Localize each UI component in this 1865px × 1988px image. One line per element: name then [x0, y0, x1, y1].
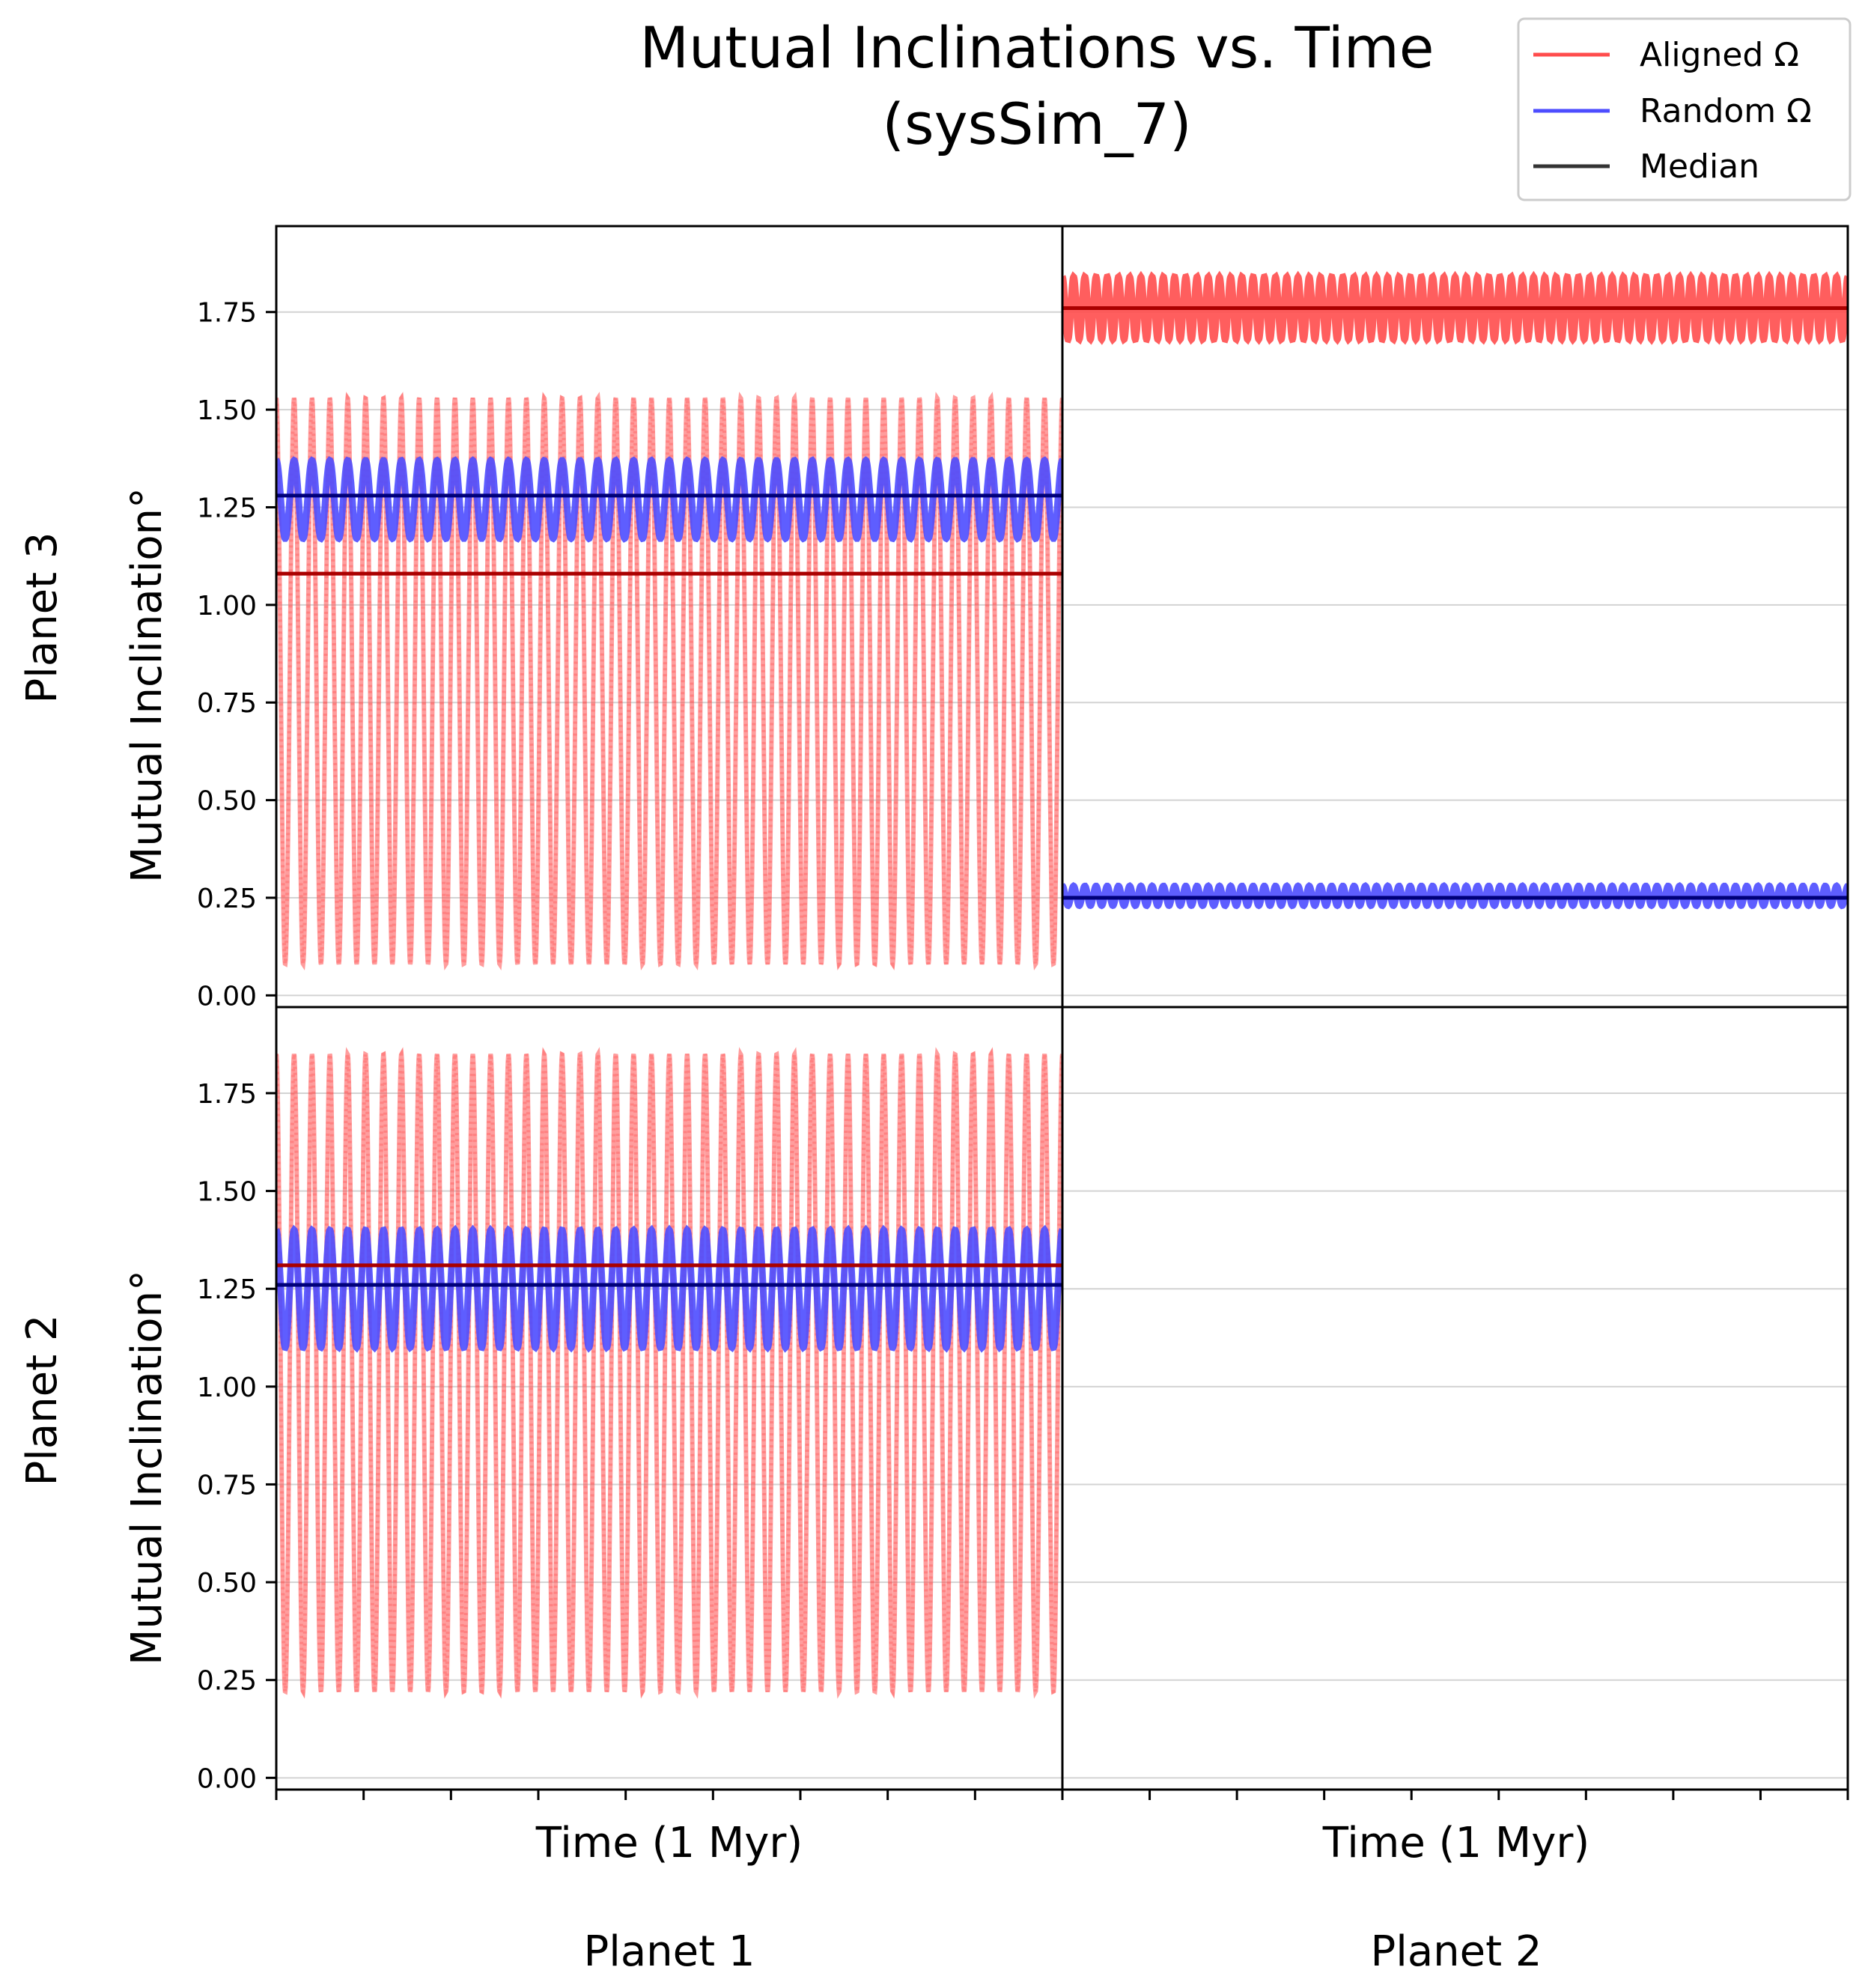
x-axis-label-right: Time (1 Myr)	[1322, 1819, 1589, 1867]
plot-area	[1062, 270, 1848, 910]
row-label-planet-2: Planet 2	[18, 1315, 67, 1486]
chart-title-line1: Mutual Inclinations vs. Time	[639, 14, 1434, 81]
panel-frame	[1061, 1006, 1849, 1791]
y-tick-labels-top: 0.00 0.25 0.50 0.75 1.00 1.25 1.50 1.75	[197, 298, 276, 1012]
chart-title-line2: (sysSim_7)	[882, 91, 1191, 157]
y-tick-label: 1.50	[197, 1177, 257, 1208]
panel-planet3-planet2	[1061, 225, 1849, 1009]
x-axis-label-left: Time (1 Myr)	[535, 1819, 803, 1867]
y-tick-label: 0.00	[197, 981, 257, 1012]
y-tick-label: 1.00	[197, 1373, 257, 1403]
y-tick-label: 0.75	[197, 688, 257, 719]
plot-area	[276, 392, 1062, 970]
y-tick-label: 0.00	[197, 1763, 257, 1794]
y-tick-label: 1.00	[197, 591, 257, 621]
panel-planet3-planet1	[275, 225, 1064, 1009]
panel-planet2-planet1	[275, 1006, 1064, 1791]
plot-area	[276, 1047, 1062, 1699]
column-label-planet-1: Planet 1	[584, 1927, 755, 1976]
series-line-aligned	[1062, 270, 1848, 345]
series-line-random	[276, 456, 1062, 543]
y-tick-label: 1.75	[197, 1079, 257, 1110]
legend-label-median: Median	[1640, 148, 1759, 186]
legend: Aligned Ω Random Ω Median	[1517, 17, 1852, 201]
series-outline-aligned	[276, 392, 1062, 970]
series-outline-aligned	[276, 1047, 1062, 1699]
y-tick-label: 1.25	[197, 1274, 257, 1305]
legend-label-aligned: Aligned Ω	[1640, 36, 1799, 74]
series-line-random	[276, 1224, 1062, 1353]
y-tick-label: 0.25	[197, 1666, 257, 1697]
y-tick-label: 1.25	[197, 493, 257, 523]
series-line-random	[1062, 882, 1848, 910]
legend-label-random: Random Ω	[1640, 92, 1812, 130]
y-tick-label: 1.50	[197, 395, 257, 426]
y-tick-label: 0.25	[197, 884, 257, 914]
y-tick-label: 0.50	[197, 1568, 257, 1599]
x-tick-marks	[275, 1790, 1849, 1800]
y-axis-label-bottom: Mutual Inclination°	[123, 1270, 171, 1665]
row-label-planet-3: Planet 3	[18, 532, 67, 704]
legend-box	[1517, 17, 1852, 201]
y-tick-label: 0.50	[197, 786, 257, 817]
panel-planet2-planet2	[1061, 1006, 1849, 1791]
y-tick-labels-bottom: 0.00 0.25 0.50 0.75 1.00 1.25 1.50 1.75	[197, 1079, 276, 1794]
y-tick-label: 1.75	[197, 298, 257, 329]
column-label-planet-2: Planet 2	[1371, 1927, 1542, 1976]
y-tick-label: 0.75	[197, 1470, 257, 1501]
y-axis-label-top: Mutual Inclination°	[123, 487, 171, 883]
